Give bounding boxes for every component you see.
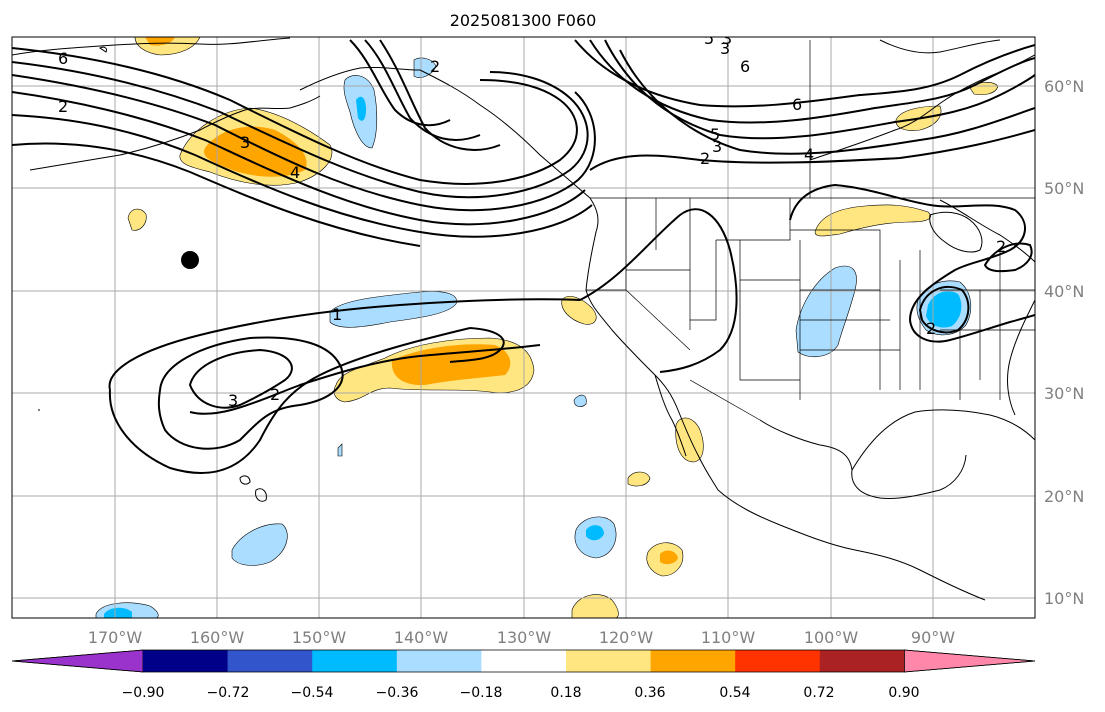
- lat-label: 10°N: [1044, 589, 1084, 608]
- positive-anomaly-region: [127, 208, 147, 231]
- graticule: [12, 37, 1035, 618]
- location-marker-dot: [181, 251, 199, 269]
- colorbar-segment: [481, 650, 567, 672]
- map-area: 6 2 3 4 5 3 2 2 3 6 6 5 3 2 4 1 3 2 2: [12, 29, 1035, 618]
- lat-label: 40°N: [1044, 282, 1084, 301]
- colorbar-segment: [650, 650, 736, 672]
- colorbar-segment: [396, 650, 482, 672]
- colorbar-tick-label: −0.54: [291, 685, 334, 701]
- lon-label: 90°W: [911, 628, 955, 647]
- contour-label: 2: [996, 237, 1006, 256]
- colorbar-segments: [11, 649, 1036, 673]
- positive-anomaly-region: [627, 471, 651, 487]
- positive-anomaly-region: [561, 296, 597, 325]
- contour-label: 5: [704, 29, 714, 48]
- colorbar-segment: [819, 650, 905, 672]
- colorbar-segment: [735, 650, 821, 672]
- shading-layer: [95, 37, 999, 618]
- colorbar: −0.90 −0.72 −0.54 −0.36 −0.18 0.18 0.36 …: [11, 649, 1036, 701]
- latitude-labels: 60°N 50°N 40°N 30°N 20°N 10°N: [1044, 77, 1084, 608]
- map-title: 2025081300 F060: [450, 11, 597, 30]
- colorbar-tick-label: −0.18: [460, 685, 503, 701]
- colorbar-tick-label: 0.72: [803, 685, 834, 701]
- lon-label: 170°W: [88, 628, 143, 647]
- colorbar-segment: [312, 650, 398, 672]
- contour-labels: 6 2 3 4 5 3 2 2 3 6 6 5 3 2 4 1 3 2 2: [58, 29, 1006, 410]
- colorbar-tick-label: 0.36: [634, 685, 665, 701]
- negative-anomaly-core: [104, 607, 132, 618]
- colorbar-tick-label: −0.72: [207, 685, 250, 701]
- negative-anomaly-region: [231, 523, 288, 566]
- lon-label: 160°W: [190, 628, 245, 647]
- negative-anomaly-core: [926, 291, 962, 328]
- positive-anomaly-region: [814, 204, 931, 237]
- contour-label: 2: [430, 57, 440, 76]
- colorbar-extend-high: [904, 649, 1036, 673]
- lon-label: 110°W: [701, 628, 756, 647]
- contour-label: 1: [332, 305, 342, 324]
- lat-label: 50°N: [1044, 179, 1084, 198]
- lon-label: 120°W: [599, 628, 654, 647]
- contour-label: 6: [792, 95, 802, 114]
- colorbar-tick-label: 0.54: [719, 685, 750, 701]
- contour-label: 6: [58, 49, 68, 68]
- negative-anomaly-region: [337, 443, 343, 457]
- colorbar-tick-label: 0.90: [888, 685, 919, 701]
- lat-label: 30°N: [1044, 384, 1084, 403]
- contour-label: 4: [804, 145, 814, 164]
- contour-label: 4: [290, 163, 300, 182]
- contour-label: 2: [926, 319, 936, 338]
- colorbar-extend-low: [11, 649, 144, 673]
- lon-label: 100°W: [804, 628, 859, 647]
- political-borders: [586, 40, 1035, 421]
- colorbar-labels: −0.90 −0.72 −0.54 −0.36 −0.18 0.18 0.36 …: [122, 685, 920, 701]
- contour-lines: [12, 39, 1035, 474]
- negative-anomaly-core: [356, 96, 366, 121]
- contour-label: 6: [740, 57, 750, 76]
- contour-label: 3: [712, 137, 722, 156]
- colorbar-tick-label: 0.18: [550, 685, 581, 701]
- negative-anomaly-region: [329, 291, 457, 328]
- contour-label: 3: [722, 29, 732, 48]
- longitude-labels: 170°W 160°W 150°W 140°W 130°W 120°W 110°…: [88, 628, 955, 647]
- colorbar-segment: [566, 650, 652, 672]
- contour-label: 3: [240, 133, 250, 152]
- positive-anomaly-core: [204, 126, 307, 177]
- lon-label: 130°W: [497, 628, 552, 647]
- colorbar-tick-label: −0.90: [122, 685, 165, 701]
- negative-anomaly-region: [573, 394, 587, 407]
- contour-label: 2: [58, 97, 68, 116]
- contour-label: 2: [700, 149, 710, 168]
- colorbar-segment: [227, 650, 313, 672]
- map-frame: [11, 36, 1036, 619]
- lat-label: 60°N: [1044, 77, 1084, 96]
- lon-label: 150°W: [292, 628, 347, 647]
- negative-anomaly-core: [586, 525, 604, 541]
- contour-label: 5: [710, 125, 720, 144]
- contour-label: 3: [228, 391, 238, 410]
- lon-label: 140°W: [394, 628, 449, 647]
- contour-label: 3: [720, 39, 730, 58]
- colorbar-outline: [11, 649, 1036, 673]
- colorbar-tick-label: −0.36: [376, 685, 419, 701]
- colorbar-segment: [143, 650, 229, 672]
- lat-label: 20°N: [1044, 487, 1084, 506]
- contour-label: 2: [270, 385, 280, 404]
- positive-anomaly-core: [660, 550, 678, 565]
